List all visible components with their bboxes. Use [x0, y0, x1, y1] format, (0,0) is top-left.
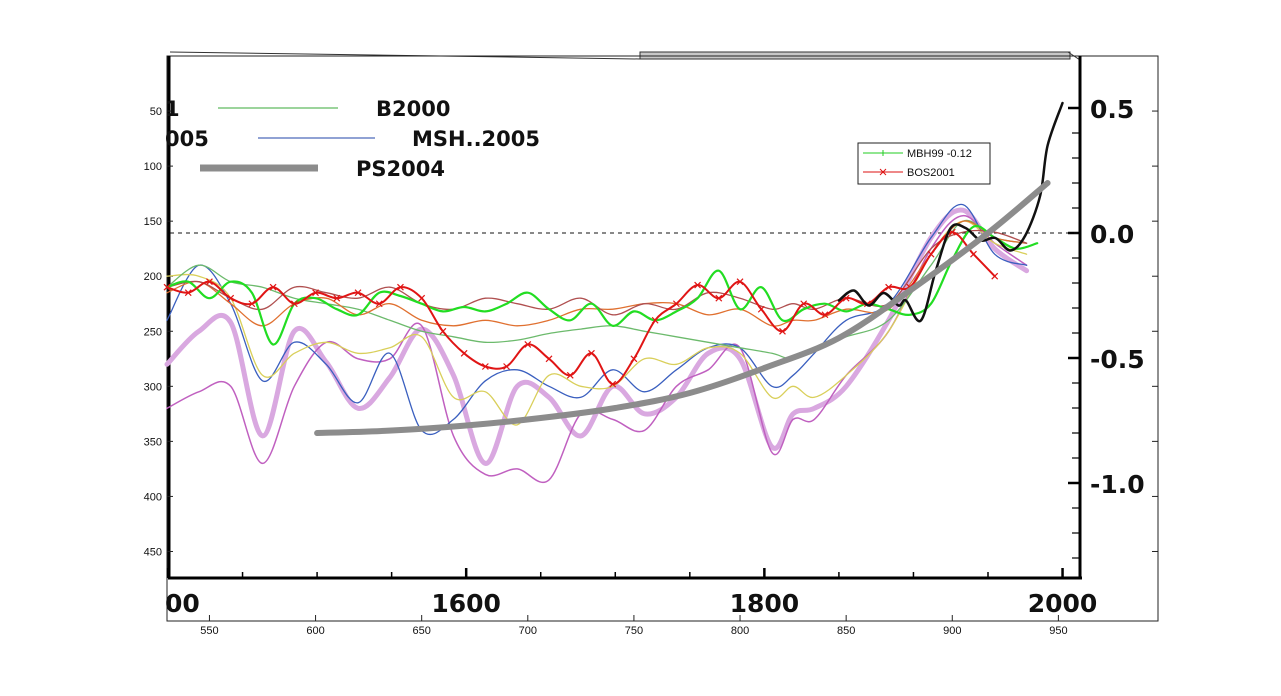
inner-x-tick-label: 950 — [1049, 625, 1067, 637]
bos2001-marker — [800, 300, 808, 308]
bos2001-marker — [524, 341, 532, 348]
bos2001-marker — [588, 349, 595, 357]
inner-y-tick-label: 300 — [144, 381, 162, 393]
series-ps2004 — [314, 180, 1051, 436]
bos2001-marker — [333, 294, 341, 302]
inner-y-tick-label: 250 — [144, 326, 162, 338]
bos2001-marker — [736, 278, 744, 286]
bos2001-marker — [779, 327, 786, 335]
inner-y-tick-label: 450 — [144, 546, 162, 558]
overlay-x-tick-label: 1600 — [431, 589, 501, 618]
bos2001-marker — [312, 289, 319, 297]
bos2001-marker — [460, 349, 468, 357]
bos2001-marker — [481, 363, 489, 370]
overlay-axis-ticks: 00 1600 1800 2000 0.5 0.0 -0.5 -1.0 — [165, 95, 1145, 618]
inner-y-tick-label: 400 — [144, 491, 162, 503]
overlay-legend-label: MSH..2005 — [412, 127, 540, 151]
bos2001-marker — [206, 278, 213, 286]
inner-x-tick-label: 650 — [413, 625, 431, 637]
bos2001-marker — [651, 316, 659, 324]
overlay-y-tick-label: 0.5 — [1090, 95, 1134, 124]
series-mbh99-0-12 — [165, 224, 1039, 346]
bos2001-marker — [248, 300, 256, 308]
overlay-legend-prefix: 005 — [165, 127, 209, 151]
inner-legend: MBH99 -0.12 BOS2001 — [857, 142, 991, 185]
inner-legend-label: BOS2001 — [907, 167, 955, 179]
series-msh-2005 — [166, 203, 1028, 436]
bos2001-marker — [566, 371, 574, 379]
overlay-x-tick-label: 2000 — [1028, 589, 1098, 618]
bos2001-marker — [970, 250, 977, 258]
inner-x-tick-label: 800 — [731, 625, 749, 637]
inner-y-tick-label: 350 — [144, 436, 162, 448]
inner-x-tick-label: 750 — [625, 625, 643, 637]
bos2001-marker — [991, 272, 999, 280]
bos2001-marker — [885, 283, 893, 291]
overlay-y-tick-label: -1.0 — [1090, 470, 1145, 499]
bos2001-marker — [375, 300, 383, 308]
bos2001-marker — [609, 380, 617, 388]
bos2001-marker — [290, 300, 298, 308]
bos2001-marker — [354, 289, 362, 297]
inner-y-tick-label: 50 — [150, 106, 162, 118]
inner-legend-label: MBH99 -0.12 — [907, 148, 972, 160]
overlay-y-tick-label: -0.5 — [1090, 345, 1145, 374]
series-layer — [163, 101, 1064, 483]
overlay-legend-label: B2000 — [376, 97, 450, 121]
inner-x-tick-label: 700 — [519, 625, 537, 637]
bos2001-marker — [694, 281, 702, 289]
overlay-legend-label: PS2004 — [356, 157, 445, 181]
inner-x-tick-label: 550 — [200, 625, 218, 637]
inner-y-tick-label: 150 — [144, 216, 162, 228]
bos2001-marker — [503, 363, 511, 370]
bos2001-marker — [757, 305, 765, 313]
series-line-1 — [166, 214, 1028, 483]
bos2001-marker — [821, 311, 829, 319]
series-line-0 — [164, 207, 1030, 466]
bos2001-marker — [630, 355, 638, 363]
series-line-9 — [837, 101, 1064, 323]
inner-axis-ticks: 550 600 650 700 750 800 850 900 950 50 100 150 200 25… — [144, 106, 1158, 637]
bos2001-marker — [184, 289, 192, 297]
bos2001-marker — [397, 283, 404, 291]
series-b2000 — [166, 219, 1028, 360]
overlay-legend: B2000 1 MSH..2005 005 PS2004 — [165, 97, 540, 181]
inner-x-tick-label: 900 — [943, 625, 961, 637]
bos2001-marker — [672, 300, 680, 308]
inner-x-tick-label: 600 — [306, 625, 324, 637]
bos2001-marker — [545, 355, 553, 363]
bos2001-marker — [439, 327, 447, 335]
series-line-3 — [166, 220, 1028, 426]
inner-y-tick-label: 200 — [144, 271, 162, 283]
inner-plot-frame — [166, 55, 1159, 622]
series-bos2001 — [166, 231, 996, 386]
overlay-x-tick-label: 00 — [165, 589, 200, 618]
overlay-legend-prefix: 1 — [165, 97, 180, 121]
inner-legend-box — [857, 142, 991, 185]
bos2001-marker — [715, 294, 723, 302]
inner-y-tick-label: 100 — [144, 161, 162, 173]
bos2001-marker — [163, 283, 171, 291]
bos2001-marker — [927, 250, 935, 258]
overlay-y-tick-label: 0.0 — [1090, 220, 1134, 249]
inner-x-tick-label: 850 — [837, 625, 855, 637]
bos2001-marker — [269, 283, 277, 291]
inner-legend-marker — [879, 168, 887, 176]
bos2001-marker — [227, 294, 235, 302]
overlay-x-tick-label: 1800 — [730, 589, 800, 618]
bos2001-marker — [418, 294, 426, 302]
